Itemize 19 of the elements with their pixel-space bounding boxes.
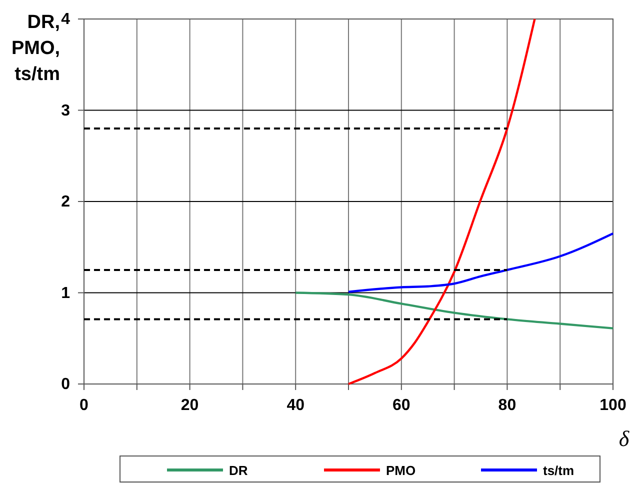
x-tick-label: 60 — [392, 397, 410, 414]
y-tick-label: 4 — [61, 11, 70, 28]
x-tick-label: 80 — [498, 397, 516, 414]
legend-label: DR — [229, 463, 248, 478]
y-tick-label: 0 — [61, 376, 70, 393]
y-axis-title: DR, PMO, ts/tm — [11, 12, 60, 85]
x-axis-title: δ — [618, 426, 630, 451]
x-tick-label: 40 — [286, 397, 305, 414]
y-tick-label: 3 — [61, 102, 70, 120]
x-tick-label: 20 — [180, 397, 199, 414]
line-series — [347, 232, 614, 293]
legend-label: ts/tm — [543, 463, 574, 478]
x-tick-label: 0 — [80, 397, 89, 414]
line-series — [347, 18, 536, 386]
y-tick-label: 1 — [61, 284, 70, 302]
legend-label: PMO — [386, 463, 416, 478]
x-tick-label: 100 — [600, 397, 626, 414]
line-series — [294, 292, 614, 330]
y-tick-label: 2 — [61, 194, 70, 210]
